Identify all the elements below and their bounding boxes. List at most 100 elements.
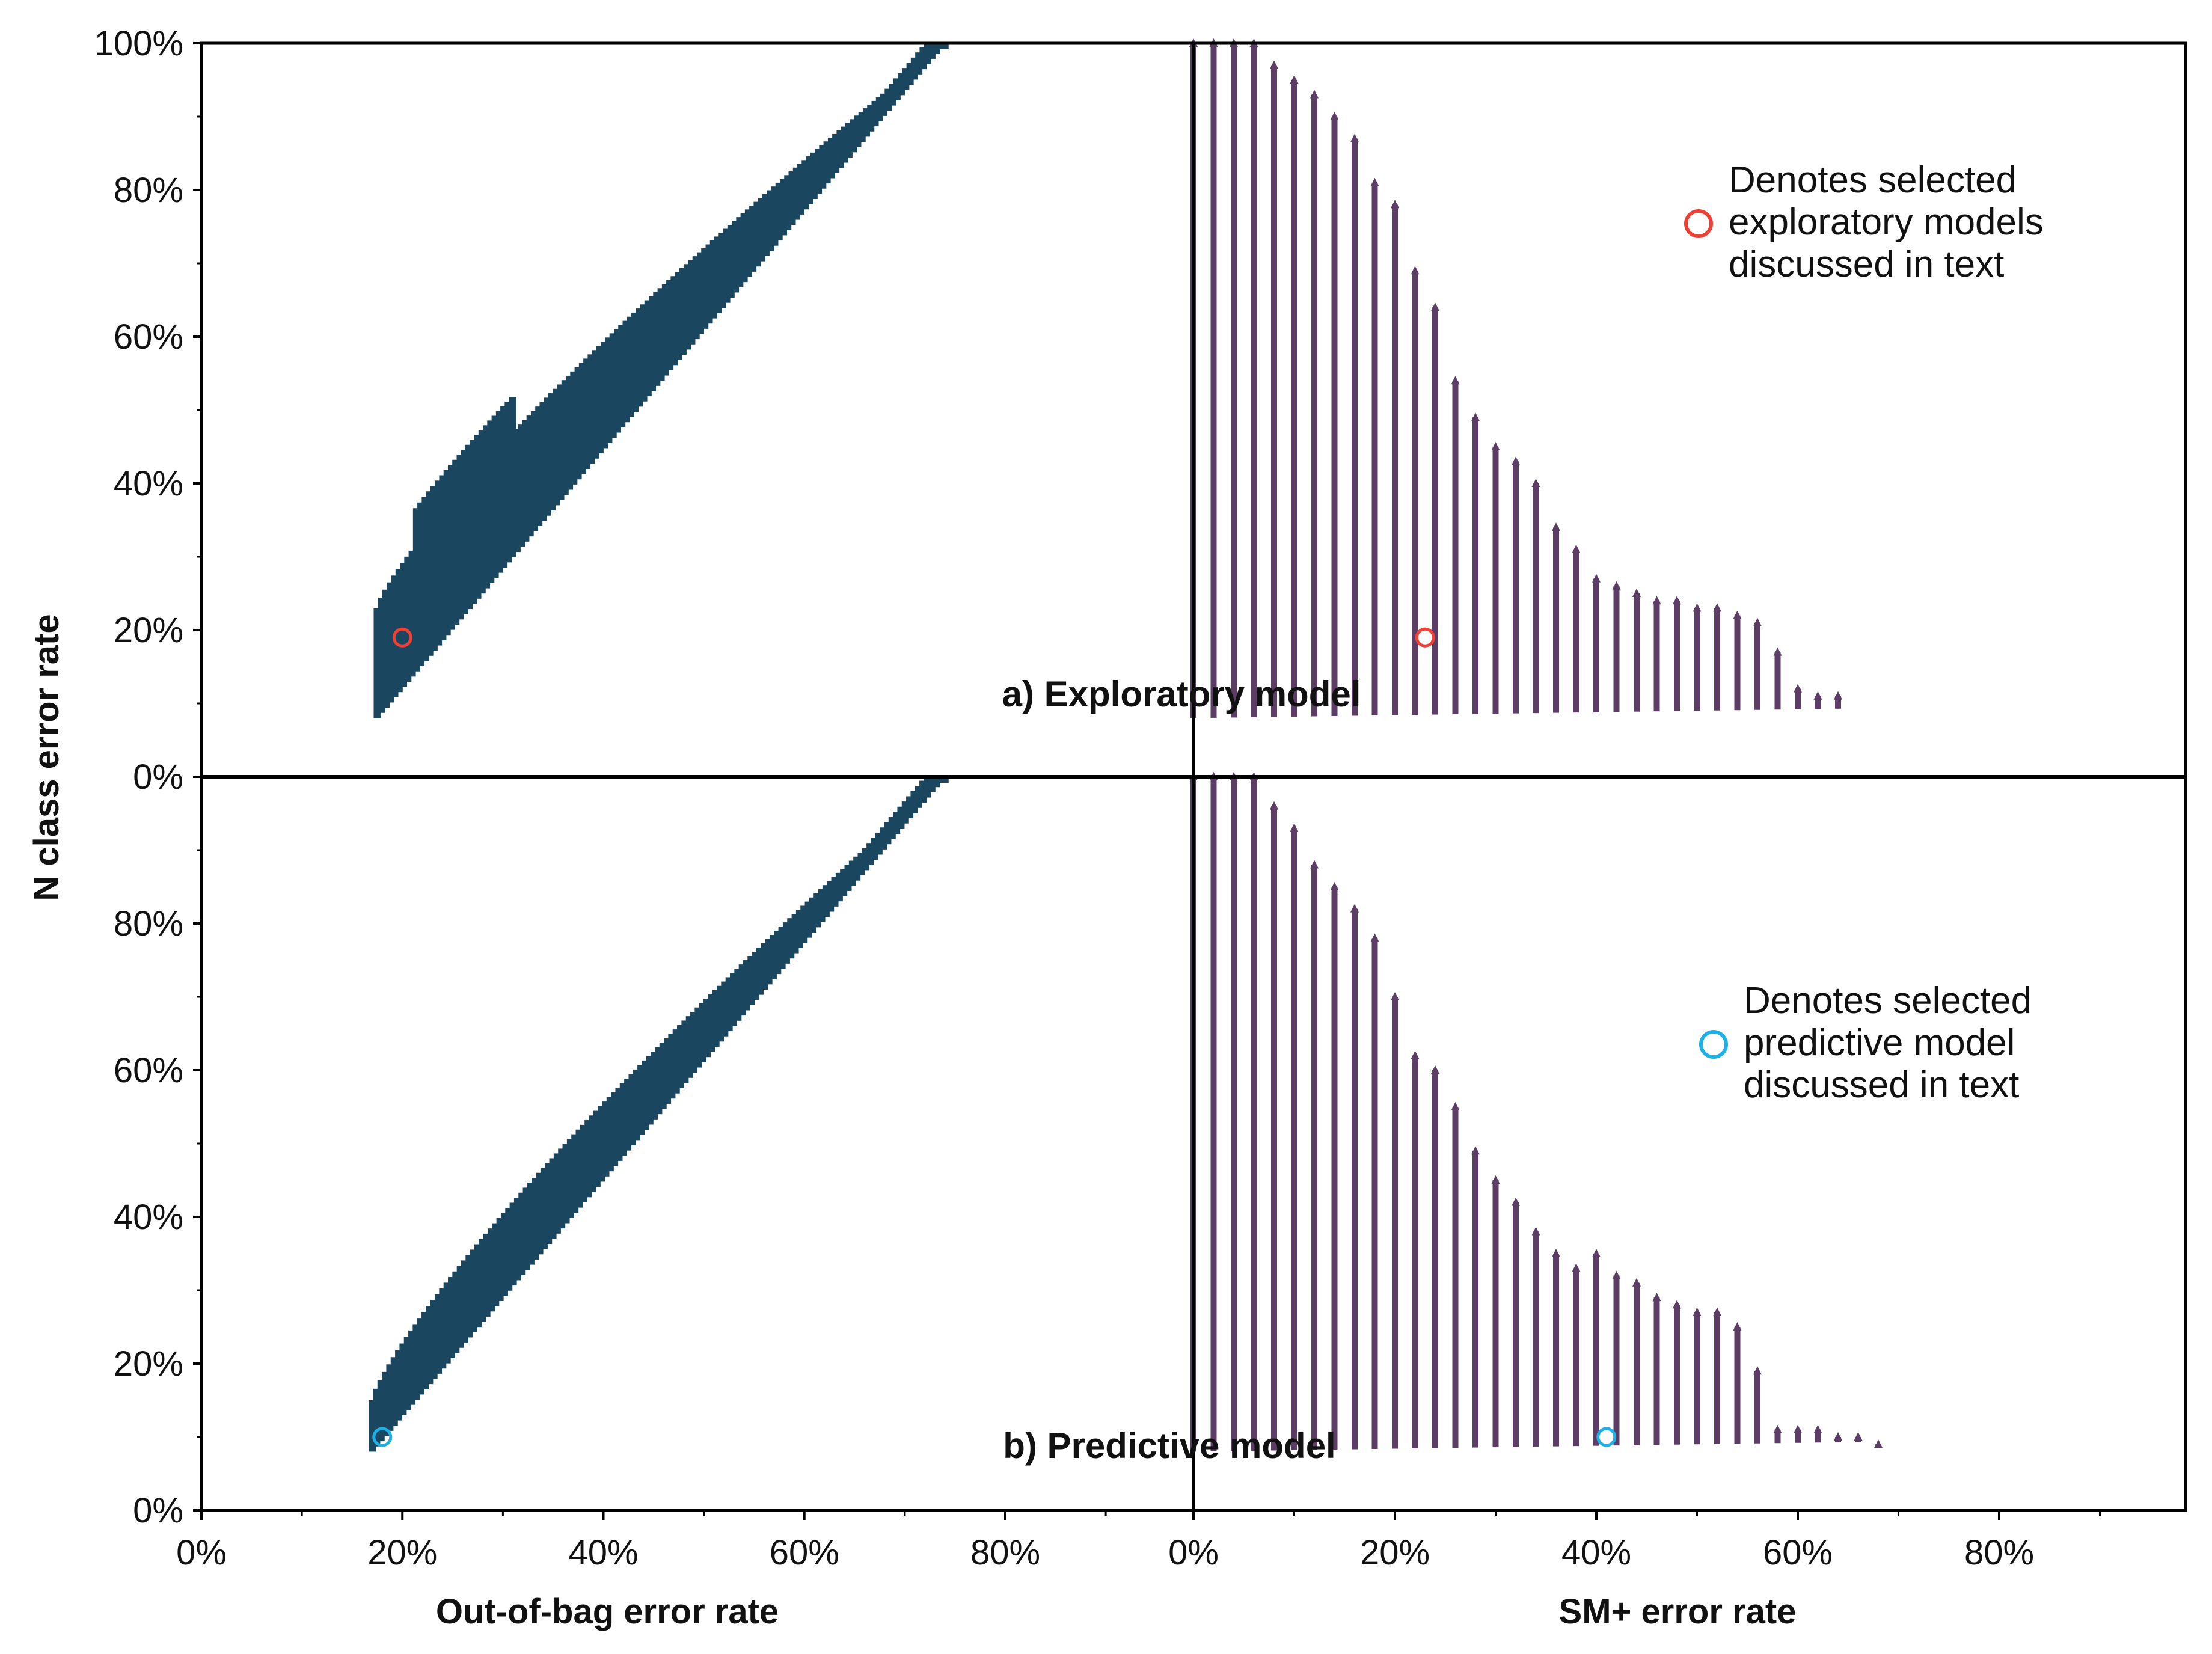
- oob-point-column: [941, 777, 949, 783]
- x-tick-label: 0%: [176, 1533, 227, 1572]
- sm-point-marker: [1411, 266, 1420, 275]
- y-tick-label: 60%: [114, 317, 183, 357]
- x-tick-label: 80%: [970, 1533, 1040, 1572]
- sm-point-marker: [1572, 544, 1581, 553]
- y-tick-label: 20%: [114, 1344, 183, 1383]
- sm-point-marker: [1391, 992, 1399, 1000]
- sm-point-marker: [1512, 456, 1520, 465]
- oob-point-column: [941, 43, 949, 49]
- sm-point-marker: [1652, 596, 1661, 605]
- sm-point-column: [1371, 938, 1378, 1450]
- sm-point-marker: [1290, 823, 1299, 832]
- points-layer: [369, 38, 1883, 1452]
- sm-point-marker: [1330, 112, 1339, 120]
- sm-point-marker: [1310, 860, 1319, 869]
- sm-point-marker: [1592, 574, 1601, 583]
- sm-point-marker: [1773, 1424, 1782, 1433]
- sm-point-marker: [1753, 1366, 1762, 1375]
- legend-a-line-1: Denotes selected: [1729, 159, 2017, 201]
- sm-point-column: [1714, 1312, 1720, 1444]
- legend-b-line-1: Denotes selected: [1744, 980, 2032, 1021]
- sm-point-marker: [1552, 522, 1560, 531]
- sm-point-marker: [1451, 1102, 1460, 1110]
- sm-point-marker: [1531, 479, 1540, 487]
- sm-point-marker: [1632, 589, 1641, 597]
- sm-point-marker: [1552, 1249, 1560, 1257]
- sm-point-column: [1795, 688, 1801, 709]
- sm-point-column: [1653, 1297, 1660, 1445]
- sm-point-column: [1754, 622, 1760, 710]
- sm-point-marker: [1794, 1424, 1802, 1433]
- legend-b-line-2: predictive model: [1744, 1022, 2015, 1064]
- sm-point-marker: [1813, 691, 1822, 700]
- x-tick-label: 40%: [568, 1533, 638, 1572]
- sm-point-marker: [1330, 882, 1339, 890]
- sm-point-column: [1452, 1107, 1459, 1448]
- legend-circle-icon: [1684, 209, 1713, 238]
- sm-point-column: [1251, 43, 1257, 717]
- sm-point-marker: [1713, 603, 1721, 612]
- y-axis-title: N class error rate: [27, 614, 66, 901]
- sm-point-column: [1694, 608, 1700, 711]
- sm-point-column: [1573, 549, 1579, 713]
- panel-b-title: b) Predictive model: [1003, 1426, 1335, 1466]
- sm-point-column: [1352, 138, 1358, 716]
- oob-selected-marker: [392, 627, 412, 648]
- oob-point-column: [937, 43, 945, 49]
- panel-exploratory-marks: [373, 38, 1842, 718]
- sm-point-column: [1613, 586, 1620, 712]
- y-tick-label: 0%: [133, 1491, 183, 1530]
- sm-point-column: [1210, 43, 1217, 718]
- left-x-axis-title: Out-of-bag error rate: [436, 1592, 779, 1631]
- sm-point-column: [1271, 65, 1277, 717]
- sm-point-marker: [1874, 1439, 1883, 1448]
- sm-point-column: [1774, 652, 1781, 710]
- y-tick-label: 80%: [114, 171, 183, 210]
- sm-point-column: [1432, 307, 1438, 715]
- sm-point-column: [1492, 447, 1499, 714]
- oob-point-column: [937, 777, 945, 783]
- sm-point-marker: [1733, 610, 1742, 619]
- sm-point-marker: [1673, 596, 1681, 605]
- y-tick-label: 40%: [114, 1198, 183, 1237]
- sm-point-marker: [1733, 1322, 1742, 1331]
- x-tick-label: 80%: [1964, 1533, 2034, 1572]
- sm-point-column: [1432, 1070, 1438, 1448]
- sm-point-marker: [1612, 1270, 1621, 1279]
- legend-a-line-3: discussed in text: [1729, 244, 2004, 285]
- panel-a-title: a) Exploratory model: [1002, 674, 1361, 714]
- x-tick-label: 60%: [1763, 1533, 1833, 1572]
- sm-point-column: [1331, 117, 1338, 716]
- sm-selected-marker: [1596, 1427, 1617, 1447]
- sm-point-marker: [1370, 933, 1379, 942]
- sm-point-marker: [1491, 1175, 1500, 1184]
- sm-point-column: [1734, 615, 1741, 711]
- sm-point-marker: [1512, 1197, 1520, 1206]
- sm-point-column: [1271, 806, 1277, 1451]
- sm-point-column: [1674, 601, 1680, 711]
- sm-point-column: [1371, 182, 1378, 716]
- sm-point-column: [1734, 1327, 1741, 1444]
- sm-point-column: [1634, 593, 1640, 712]
- x-tick-label: 40%: [1561, 1533, 1631, 1572]
- sm-point-marker: [1431, 302, 1439, 311]
- sm-point-marker: [1290, 75, 1299, 84]
- ticks-layer: 0% 20% 40% 60% 80% 100% 0% 20% 40% 60% 80% 0% 20% 40%…: [94, 24, 2101, 1572]
- x-tick-label: 0%: [1168, 1533, 1219, 1572]
- sm-point-marker: [1693, 603, 1702, 612]
- legend-a-line-2: exploratory models: [1729, 201, 2044, 243]
- sm-point-column: [1674, 1305, 1680, 1445]
- sm-point-marker: [1854, 1432, 1863, 1441]
- sm-point-marker: [1411, 1050, 1420, 1059]
- oob-selected-marker: [372, 1427, 393, 1447]
- sm-point-column: [1231, 777, 1237, 1451]
- panel-predictive-marks: [369, 772, 1883, 1452]
- y-tick-label: 100%: [94, 24, 183, 63]
- text-layer: N class error rate Out-of-bag error rate…: [27, 159, 2044, 1631]
- sm-point-marker: [1713, 1307, 1721, 1316]
- sm-point-marker: [1431, 1065, 1439, 1074]
- sm-point-column: [1553, 527, 1559, 713]
- sm-point-marker: [1834, 691, 1842, 700]
- sm-point-column: [1452, 381, 1459, 715]
- sm-point-column: [1392, 204, 1398, 715]
